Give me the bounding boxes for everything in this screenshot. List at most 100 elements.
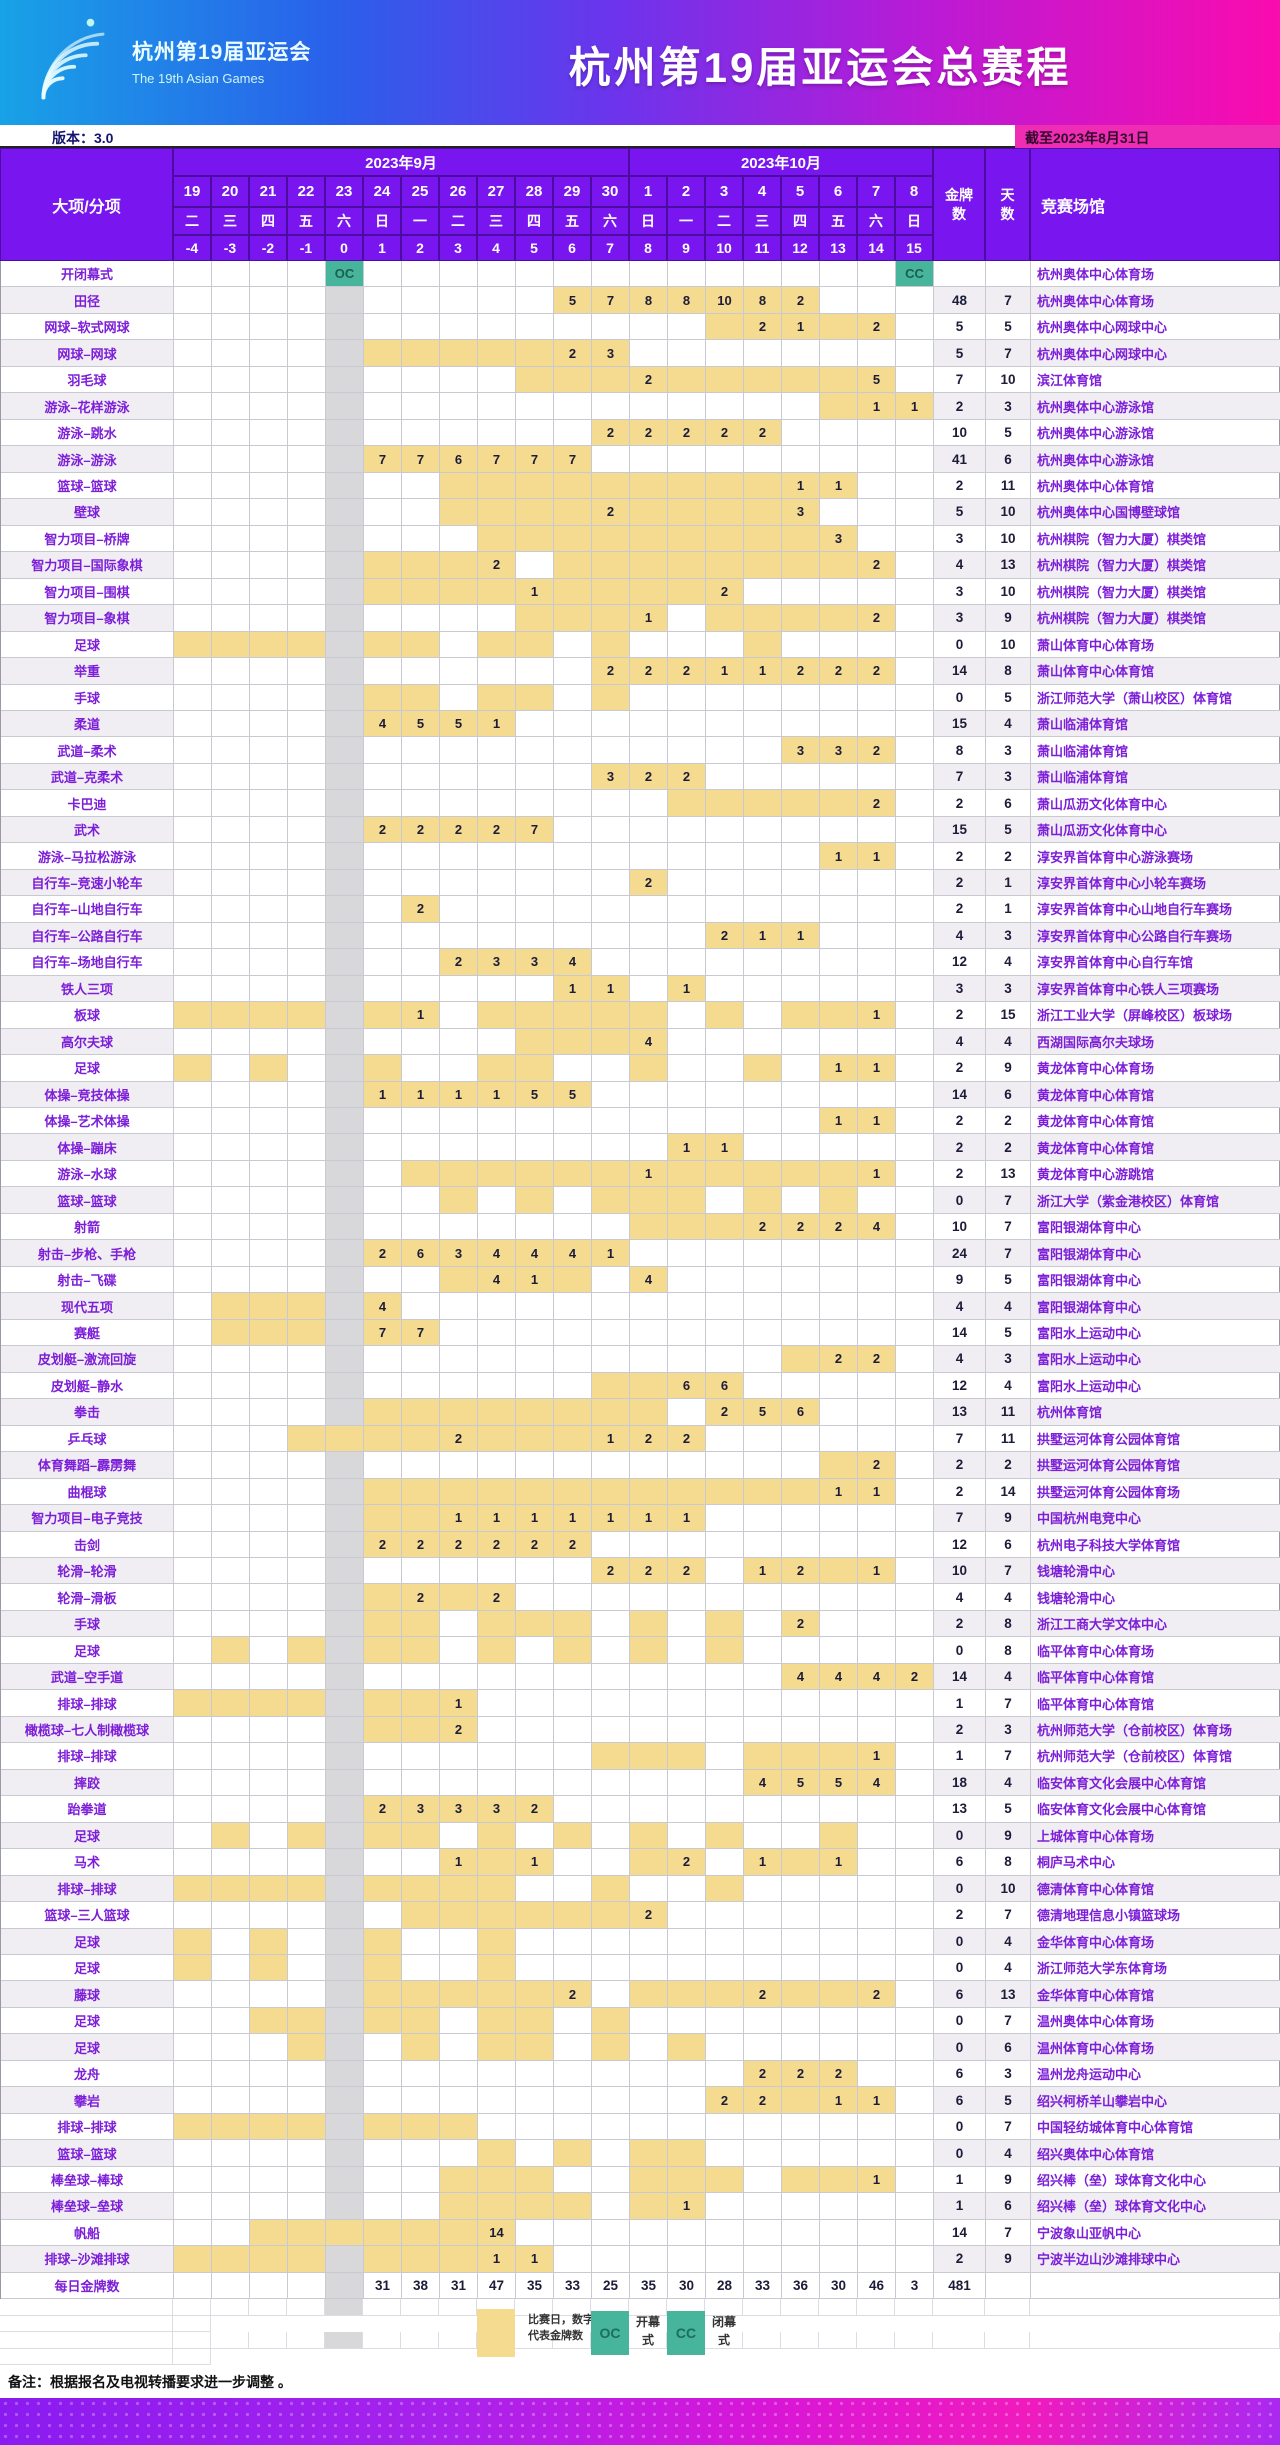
sport-label: 自行车–竞速小轮车	[1, 869, 174, 897]
day-cell	[288, 1743, 326, 1770]
day-cell	[174, 1981, 212, 2008]
venue-cell: 萧山临浦体育馆	[1031, 737, 1280, 764]
day-cell	[516, 419, 554, 447]
day-cell	[744, 631, 782, 659]
day-cell	[592, 1981, 630, 2008]
daily-gold-cell: 25	[592, 2272, 630, 2300]
day-cell: 2	[858, 737, 896, 764]
day-cell: 1	[858, 843, 896, 870]
day-cell: 5	[516, 1081, 554, 1108]
day-cell	[554, 658, 592, 685]
day-cell	[212, 1822, 250, 1850]
sport-label: 足球	[1, 2007, 174, 2035]
day-cell: 2	[820, 1346, 858, 1373]
day-cell	[706, 1875, 744, 1903]
sport-label: 足球	[1, 2034, 174, 2061]
day-cell	[668, 1531, 706, 1558]
day-cell	[744, 499, 782, 526]
day-cell	[592, 1663, 630, 1691]
schedule-row: 田径 5 7 8 8 10 8 2 48 7 杭州奥体中心体育场	[1, 287, 1280, 314]
day-cell	[364, 1584, 402, 1611]
day-cell	[668, 1875, 706, 1903]
day-cell	[706, 1081, 744, 1108]
day-cell	[288, 313, 326, 341]
weekday-header-cell: 三	[477, 207, 515, 235]
venue-cell: 拱墅运河体育公园体育场	[1031, 1479, 1280, 1506]
day-cell	[668, 1346, 706, 1373]
gold-count-cell: 5	[934, 340, 986, 367]
day-cell	[782, 1002, 820, 1029]
day-cell	[744, 605, 782, 632]
day-cell	[212, 763, 250, 791]
daynumber-header-cell: -3	[211, 235, 249, 261]
day-cell	[820, 1531, 858, 1558]
schedule-row: 武术 2 2 2 2 7 15 5 萧山瓜沥文化体育中心	[1, 816, 1280, 844]
sport-label: 板球	[1, 1002, 174, 1029]
day-cell	[288, 552, 326, 579]
day-cell: 1	[554, 1505, 592, 1532]
day-cell: 8	[668, 287, 706, 314]
day-cell	[706, 1319, 744, 1347]
day-cell	[744, 816, 782, 844]
sport-label: 攀岩	[1, 2087, 174, 2114]
day-cell	[402, 261, 440, 288]
day-cell	[630, 261, 668, 288]
day-cell: 6	[402, 1240, 440, 1267]
day-cell	[402, 763, 440, 791]
day-cell	[820, 1452, 858, 1479]
day-cell: 2	[440, 816, 478, 844]
sport-label: 足球	[1, 1637, 174, 1664]
day-cell	[554, 2166, 592, 2194]
day-cell	[250, 1452, 288, 1479]
day-cell	[744, 2034, 782, 2061]
day-cell	[478, 737, 516, 764]
day-cell	[668, 737, 706, 764]
sport-label: 足球	[1, 1822, 174, 1850]
day-cell	[630, 1743, 668, 1770]
day-cell	[174, 2034, 212, 2061]
day-cell	[440, 1928, 478, 1955]
day-cell	[630, 1213, 668, 1241]
day-cell	[668, 1240, 706, 1267]
sport-label: 曲棍球	[1, 1478, 174, 1506]
day-cell	[630, 2193, 668, 2220]
gold-count-cell: 7	[934, 1425, 986, 1453]
day-cell: 5	[820, 1769, 858, 1797]
schedule-row: 排球–排球 1 1 7 临平体育中心体育馆	[1, 1690, 1280, 1717]
day-cell	[288, 578, 326, 606]
day-cell	[554, 1716, 592, 1744]
day-cell	[364, 790, 402, 817]
venue-cell: 金华体育中心体育馆	[1031, 1981, 1280, 2008]
daily-gold-cell: 47	[478, 2272, 516, 2300]
day-cell	[250, 366, 288, 394]
day-cell	[896, 1584, 934, 1611]
venue-cell: 绍兴柯桥羊山攀岩中心	[1031, 2087, 1280, 2114]
day-cell	[478, 1160, 516, 1188]
header-weekday-row: 二三四五六日一二三四五六日一二三四五六日	[173, 207, 933, 235]
day-cell: 7	[478, 446, 516, 473]
day-cell	[326, 658, 364, 685]
day-cell	[288, 499, 326, 526]
day-cell	[858, 525, 896, 553]
gold-count-cell: 4	[934, 552, 986, 579]
day-cell	[250, 763, 288, 791]
daily-gold-cell: 33	[744, 2272, 782, 2300]
day-cell	[668, 1743, 706, 1770]
day-cell	[706, 631, 744, 659]
days-count-cell: 13	[986, 552, 1031, 579]
day-cell	[858, 1266, 896, 1294]
day-cell	[478, 1557, 516, 1585]
day-cell	[592, 949, 630, 976]
day-cell: 2	[744, 1981, 782, 2008]
day-cell	[250, 1531, 288, 1558]
day-cell	[326, 1557, 364, 1585]
day-cell	[288, 1002, 326, 1029]
day-cell	[744, 896, 782, 923]
day-cell	[896, 1769, 934, 1797]
day-cell	[516, 1981, 554, 2008]
legend-grid-cell	[553, 2332, 591, 2349]
day-cell	[478, 1663, 516, 1691]
day-cell	[326, 1955, 364, 1982]
daily-gold-cell	[250, 2272, 288, 2300]
day-cell	[630, 1690, 668, 1717]
